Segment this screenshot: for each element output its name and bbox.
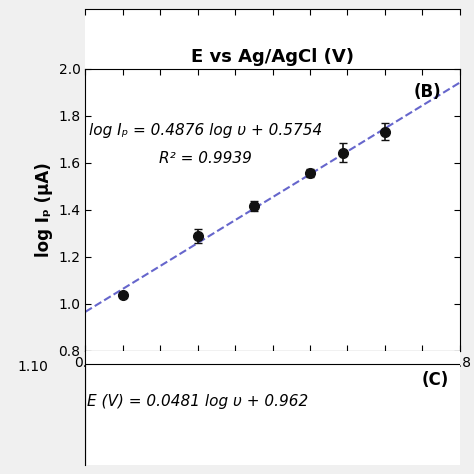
Text: log Iₚ = 0.4876 log υ + 0.5754: log Iₚ = 0.4876 log υ + 0.5754: [89, 123, 322, 138]
Y-axis label: log Iₚ (μA): log Iₚ (μA): [35, 162, 53, 257]
Text: E vs Ag/AgCl (V): E vs Ag/AgCl (V): [191, 48, 354, 66]
Text: 1.10: 1.10: [17, 360, 48, 374]
Text: (C): (C): [421, 371, 448, 389]
Text: R² = 0.9939: R² = 0.9939: [159, 151, 252, 166]
Text: E (V) = 0.0481 log υ + 0.962: E (V) = 0.0481 log υ + 0.962: [87, 394, 308, 410]
X-axis label: log υ (V s⁻¹): log υ (V s⁻¹): [217, 375, 328, 393]
Text: (B): (B): [413, 83, 441, 101]
